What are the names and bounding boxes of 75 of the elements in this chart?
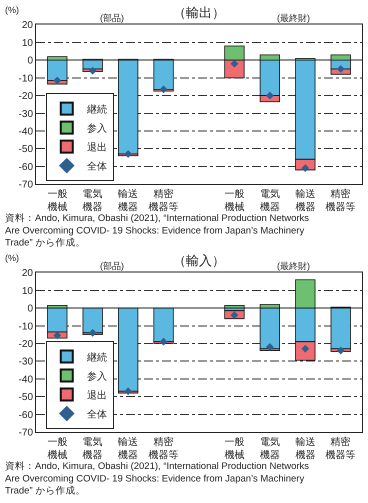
point [53,76,62,84]
point [266,343,274,351]
y-tick-label: -10 [18,321,34,332]
x-tick-label: 電気機器 [82,436,103,461]
y-tick-label: 20 [22,20,34,32]
x-tick-label: 輸送機器 [295,436,316,461]
point [124,387,132,396]
legend-label: 参入 [86,122,107,135]
y-axis-title: (%) [5,253,19,263]
bar [153,60,174,90]
x-tick-label: 輸送機器 [118,436,138,461]
bar [118,308,138,392]
y-tick-label: -50 [18,144,34,156]
x-tick-label: 輸送機器 [295,188,316,214]
point [88,328,97,337]
point [266,92,274,100]
y-tick-label: -10 [18,73,34,84]
x-tick-label: 一般機械 [224,189,244,214]
y-tick-label: 20 [22,268,34,280]
chart-title: （輸出） [173,5,225,20]
y-tick-label: -70 [18,427,34,438]
x-tick-label: 精密機器等 [326,188,356,214]
bar [153,308,174,342]
bar [224,304,245,308]
y-tick-label: 10 [22,286,34,297]
x-tick-label: 電気機器 [260,436,280,461]
legend-label: 継続 [86,351,107,364]
text: 資料：Ando, Kimura, Obashi (2021), “International Production Networks Are Overcoming COVID- 19 Shocks: Evidence from Japan’s Machinery Trade” から作成。 [5,460,310,497]
text: (最終財) [277,261,310,271]
text: (最終財) [277,13,310,23]
y-tick-label: -50 [18,392,34,404]
y-tick-label: 0 [27,56,34,67]
y-tick-label: -30 [18,108,34,120]
point [230,60,238,68]
x-tick-label: 電気機器 [260,189,280,214]
legend-label: 退出 [86,142,107,154]
x-tick-label: 精密機器等 [326,436,356,461]
point [160,338,168,346]
x-tick-label: 輸送機器 [118,188,138,214]
point [124,150,132,158]
bar [330,308,351,350]
y-tick-label: -30 [18,356,34,368]
x-tick-label: 一般機械 [47,436,68,461]
y-axis-title: (%) [5,5,19,15]
y-tick-label: -70 [18,180,34,191]
y-tick-label: 10 [22,38,34,49]
legend-label: 全体 [86,160,107,173]
y-tick-label: -40 [18,126,34,138]
text: (部品) [100,261,124,271]
x-tick-label: 一般機械 [224,436,244,461]
point [53,332,62,340]
text: (部品) [100,13,124,23]
y-tick-label: -60 [18,162,34,173]
legend-label: 参入 [86,370,107,382]
legend-label: 継続 [86,104,107,116]
x-tick-label: 精密機器等 [148,436,179,461]
bar [47,60,68,81]
bar [260,308,280,350]
y-tick-label: -60 [18,410,34,421]
x-tick-label: 電気機器 [82,189,103,214]
point [160,85,168,94]
text: 資料：Ando, Kimura, Obashi (2021), “International Production Networks Are Overcoming COVID- 19 Shocks: Evidence from Japan’s Machinery Trade” から作成。 [5,212,310,249]
legend-label: 全体 [86,408,107,420]
y-tick-label: -20 [18,338,34,350]
bar [118,60,138,154]
chart-title: （輸入） [173,253,225,268]
bar [82,308,103,334]
y-tick-label: -20 [18,91,34,102]
y-tick-label: 0 [27,304,34,315]
x-tick-label: 一般機械 [47,189,68,214]
legend-label: 退出 [86,389,107,402]
y-tick-label: -40 [18,374,34,386]
x-tick-label: 精密機器等 [148,188,179,214]
point [336,346,345,354]
point [88,66,97,75]
